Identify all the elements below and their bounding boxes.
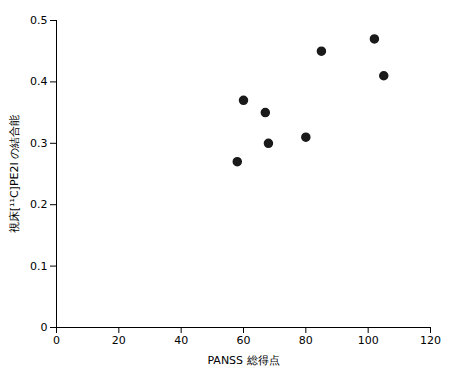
svg-text:80: 80	[299, 334, 313, 347]
svg-text:0.5: 0.5	[30, 14, 48, 27]
svg-text:20: 20	[112, 334, 126, 347]
svg-text:0.1: 0.1	[30, 260, 48, 273]
svg-text:40: 40	[174, 334, 188, 347]
svg-text:0: 0	[41, 321, 48, 334]
svg-text:120: 120	[420, 334, 441, 347]
svg-text:60: 60	[237, 334, 251, 347]
svg-text:0.2: 0.2	[30, 198, 48, 211]
svg-text:視床[¹¹C]PE2I の結合能: 視床[¹¹C]PE2I の結合能	[8, 115, 21, 233]
svg-text:0.4: 0.4	[30, 75, 48, 88]
svg-text:100: 100	[358, 334, 379, 347]
svg-text:0: 0	[53, 334, 60, 347]
svg-text:PANSS 総得点: PANSS 総得点	[207, 354, 279, 367]
svg-text:0.3: 0.3	[30, 137, 48, 150]
